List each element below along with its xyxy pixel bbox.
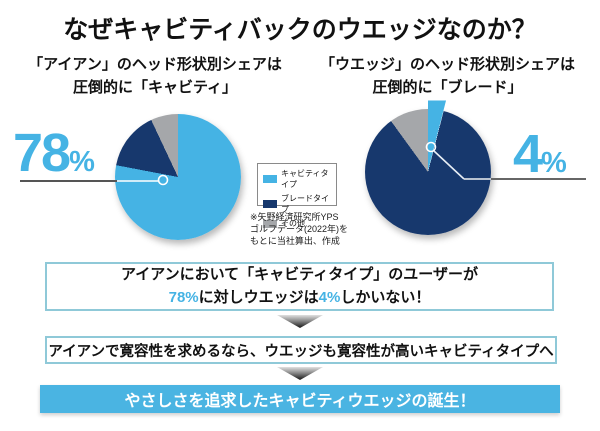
callout-number: 4 bbox=[513, 124, 543, 184]
arrow-down-icon bbox=[277, 367, 323, 380]
conclusion-text: アイアンで寛容性を求めるなら、ウエッジも寛容性が高いキャビティタイプへ bbox=[48, 343, 554, 360]
cavity-color-swatch bbox=[263, 175, 277, 183]
result-banner: やさしさを追求したキャビティウエッジの誕生！ bbox=[40, 385, 560, 413]
percent-sign: % bbox=[541, 147, 567, 179]
conclusion-line-1: アイアンにおいて「キャビティタイプ」のユーザーが bbox=[120, 266, 478, 283]
wedge-share-value: 4% bbox=[318, 288, 341, 306]
source-note: ※矢野経済研究所YPS ゴルフデータ(2022年)を もとに当社算出、作成 bbox=[250, 212, 349, 247]
percent-sign: % bbox=[69, 146, 95, 178]
legend: キャビティタイプ ブレードタイプ その他 bbox=[257, 163, 337, 228]
wedge-cavity-share-callout: 4% bbox=[513, 127, 567, 181]
conclusion-box-2: アイアンで寛容性を求めるなら、ウエッジも寛容性が高いキャビティタイプへ bbox=[45, 336, 557, 364]
legend-item-cavity: キャビティタイプ bbox=[263, 168, 336, 190]
banner-text: やさしさを追求したキャビティウエッジの誕生！ bbox=[124, 393, 476, 410]
conclusion-box-1: アイアンにおいて「キャビティタイプ」のユーザーが 78%に対しウエッジは4%しか… bbox=[45, 262, 554, 311]
legend-label: その他 bbox=[281, 219, 305, 228]
legend-item-blade: ブレードタイプ bbox=[263, 193, 336, 215]
other-color-swatch bbox=[263, 219, 277, 228]
iron-share-value: 78% bbox=[168, 288, 199, 306]
arrow-down-icon bbox=[277, 315, 323, 328]
page-title: なぜキャビティバックのウエッジなのか？ bbox=[63, 16, 537, 44]
conclusion-line-2: 78%に対しウエッジは4%しかいない！ bbox=[169, 287, 431, 310]
conclusion-text: に対しウエッジは bbox=[198, 288, 319, 306]
iron-pie-chart bbox=[115, 114, 241, 240]
legend-label: ブレードタイプ bbox=[281, 194, 329, 214]
legend-label: キャビティタイプ bbox=[281, 169, 329, 189]
left-chart-subtitle: 「アイアン」のヘッド形状別シェアは 圧倒的に「キャビティ」 bbox=[28, 56, 282, 96]
wedge-pie-chart bbox=[365, 100, 491, 235]
right-chart-subtitle: 「ウエッジ」のヘッド形状別シェアは 圧倒的に「ブレード」 bbox=[319, 56, 575, 96]
conclusion-text: しかいない！ bbox=[340, 288, 431, 306]
callout-number: 78 bbox=[13, 123, 71, 183]
iron-cavity-share-callout: 78% bbox=[13, 126, 95, 180]
blade-color-swatch bbox=[263, 200, 277, 208]
legend-item-other: その他 bbox=[263, 218, 336, 229]
